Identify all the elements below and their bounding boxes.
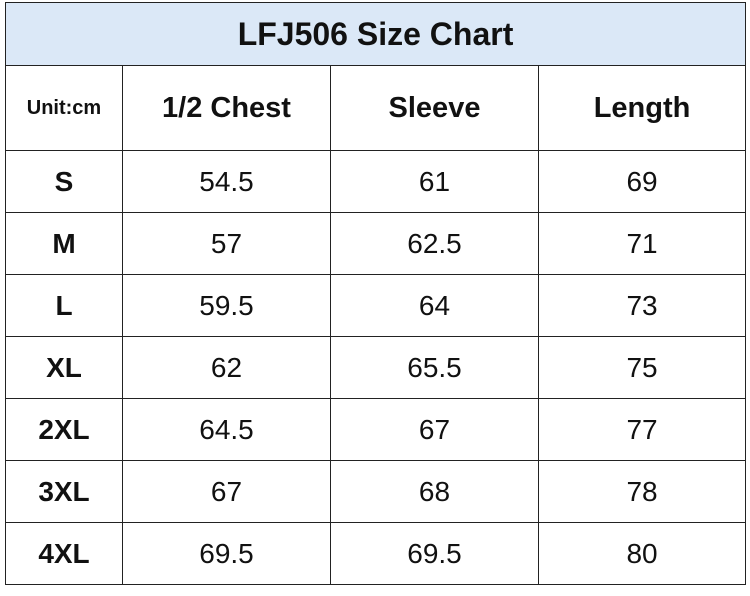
measurement: 62 [122,336,331,399]
measurement: 67 [330,398,539,461]
measurement: 62.5 [330,212,539,275]
measurement: 57 [122,212,331,275]
measurement: 64 [330,274,539,337]
size-label: 3XL [5,460,123,523]
size-label: 2XL [5,398,123,461]
column-header: Length [537,65,747,151]
measurement: 59.5 [122,274,331,337]
size-row: L 59.5 64 73 [5,274,747,337]
size-label: M [5,212,123,275]
measurement: 69.5 [122,522,331,585]
table-title: LFJ506 Size Chart [4,2,747,66]
measurement: 71 [537,212,747,275]
size-table: LFJ506 Size Chart Unit:cm 1/2 Chest Sleeve… [4,2,747,585]
size-row: S 54.5 61 69 [5,150,747,213]
measurement: 61 [330,150,539,213]
measurement: 68 [330,460,539,523]
size-label: L [5,274,123,337]
size-label: XL [5,336,123,399]
measurement: 65.5 [330,336,539,399]
measurement: 67 [122,460,331,523]
header-row: Unit:cm 1/2 Chest Sleeve Length [5,65,747,151]
table-body: LFJ506 Size Chart Unit:cm 1/2 Chest Sleeve… [4,2,747,585]
measurement: 73 [537,274,747,337]
size-row: XL 62 65.5 75 [5,336,747,399]
column-header: Sleeve [330,65,539,151]
size-row: 3XL 67 68 78 [5,460,747,523]
size-row: 2XL 64.5 67 77 [5,398,747,461]
column-header: 1/2 Chest [122,65,331,151]
measurement: 64.5 [122,398,331,461]
size-row: 4XL 69.5 69.5 80 [5,522,747,585]
size-label: S [5,150,123,213]
measurement: 80 [537,522,747,585]
size-row: M 57 62.5 71 [5,212,747,275]
measurement: 69 [537,150,747,213]
measurement: 78 [537,460,747,523]
measurement: 77 [537,398,747,461]
column-header: Unit:cm [5,65,123,151]
measurement: 75 [537,336,747,399]
measurement: 69.5 [330,522,539,585]
measurement: 54.5 [122,150,331,213]
title-row: LFJ506 Size Chart [4,2,747,66]
size-label: 4XL [5,522,123,585]
